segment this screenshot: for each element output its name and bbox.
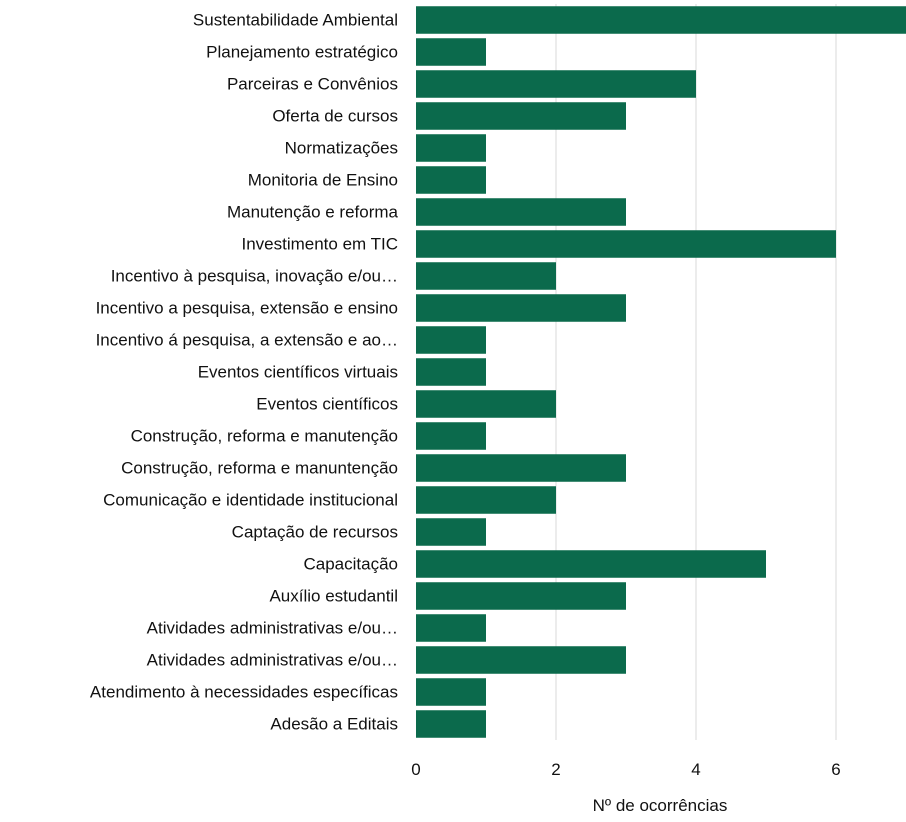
x-tick-labels: 0 2 4 6 <box>411 760 840 779</box>
category-label: Adesão a Editais <box>270 715 398 734</box>
x-axis-title: Nº de ocorrências <box>593 796 728 815</box>
category-label: Auxílio estudantil <box>269 587 398 606</box>
bar <box>416 6 906 34</box>
category-label: Captação de recursos <box>232 523 398 542</box>
x-tick-label: 0 <box>411 760 420 779</box>
bar <box>416 678 486 706</box>
category-label: Eventos científicos <box>256 395 398 414</box>
category-label: Investimento em TIC <box>241 235 398 254</box>
category-label: Capacitação <box>303 555 398 574</box>
category-label: Sustentabilidade Ambiental <box>193 11 398 30</box>
bar <box>416 198 626 226</box>
bar <box>416 38 486 66</box>
category-label: Atendimento à necessidades específicas <box>90 683 398 702</box>
bar <box>416 454 626 482</box>
category-label: Manutenção e reforma <box>227 203 399 222</box>
bar <box>416 358 486 386</box>
bar <box>416 102 626 130</box>
bar <box>416 550 766 578</box>
category-label: Monitoria de Ensino <box>248 171 398 190</box>
bar <box>416 422 486 450</box>
x-tick-label: 2 <box>551 760 560 779</box>
bar <box>416 518 486 546</box>
bar <box>416 710 486 738</box>
category-label: Incentivo a pesquisa, extensão e ensino <box>96 299 398 318</box>
category-label: Incentivo à pesquisa, inovação e/ou… <box>111 267 398 286</box>
category-label: Oferta de cursos <box>272 107 398 126</box>
category-labels: Sustentabilidade Ambiental Planejamento e… <box>90 11 399 734</box>
bar <box>416 134 486 162</box>
category-label: Atividades administrativas e/ou… <box>147 651 398 670</box>
bar <box>416 230 836 258</box>
bar <box>416 614 486 642</box>
x-tick-label: 6 <box>831 760 840 779</box>
bar <box>416 166 486 194</box>
bar <box>416 70 696 98</box>
category-label: Parceiras e Convênios <box>227 75 398 94</box>
category-label: Construção, reforma e manuntenção <box>121 459 398 478</box>
bar <box>416 262 556 290</box>
category-label: Eventos científicos virtuais <box>198 363 398 382</box>
bar <box>416 390 556 418</box>
category-label: Construção, reforma e manutenção <box>131 427 398 446</box>
category-label: Atividades administrativas e/ou… <box>147 619 398 638</box>
bar <box>416 582 626 610</box>
category-label: Comunicação e identidade institucional <box>103 491 398 510</box>
x-tick-label: 4 <box>691 760 700 779</box>
bars <box>416 6 906 738</box>
category-label: Planejamento estratégico <box>206 43 398 62</box>
category-label: Incentivo á pesquisa, a extensão e ao… <box>96 331 398 350</box>
bar <box>416 294 626 322</box>
bar <box>416 326 486 354</box>
bar <box>416 646 626 674</box>
category-label: Normatizações <box>285 139 398 158</box>
bar <box>416 486 556 514</box>
